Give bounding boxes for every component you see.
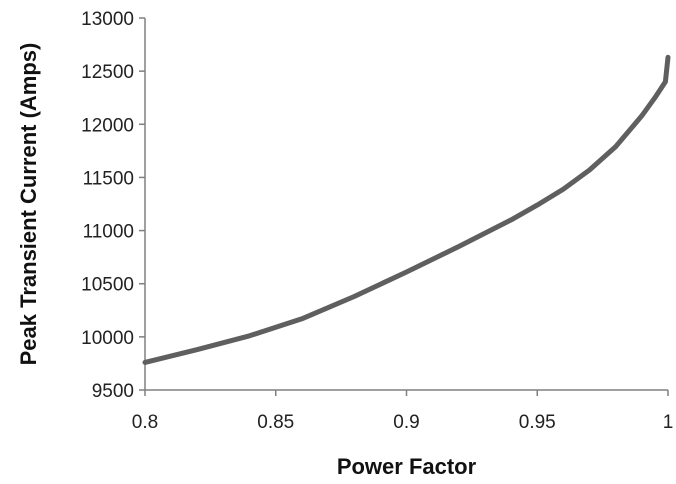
- series-line: [142, 54, 671, 365]
- y-tick-label: 10000: [81, 328, 134, 349]
- x-axis-title: Power Factor: [337, 454, 477, 479]
- x-axis-ticks: 0.8 0.85 0.9 0.95 1: [132, 390, 674, 433]
- y-tick-label: 11000: [83, 222, 134, 243]
- x-tick-label: 0.9: [393, 412, 419, 433]
- y-tick-label: 11500: [83, 168, 134, 189]
- y-tick-label: 9500: [92, 381, 134, 402]
- y-tick-label: 12500: [81, 62, 134, 83]
- y-tick-label: 10500: [81, 275, 134, 296]
- y-tick-label: 12000: [81, 115, 134, 136]
- y-tick-label: 13000: [81, 9, 134, 30]
- x-tick-label: 0.8: [132, 412, 158, 433]
- y-axis-ticks: 9500 10000 10500 11000 11500 12000 12500 13000: [81, 9, 145, 402]
- x-tick-label: 1: [663, 412, 674, 433]
- x-tick-label: 0.85: [257, 412, 294, 433]
- y-axis-title: Peak Transient Current (Amps): [16, 43, 41, 366]
- x-tick-label: 0.95: [519, 412, 556, 433]
